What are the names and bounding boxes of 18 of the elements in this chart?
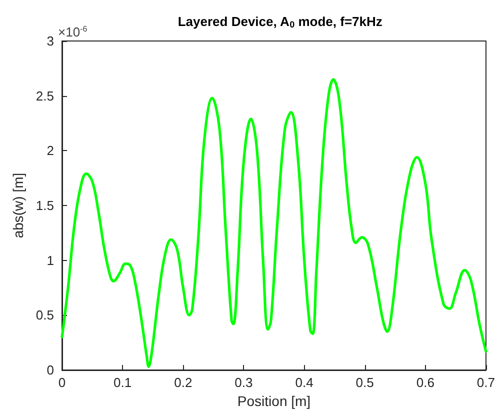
x-tick-label: 0.3 <box>234 375 253 390</box>
y-tick-label: 1 <box>46 252 54 268</box>
y-tick-label: 0.5 <box>36 308 54 323</box>
y-tick-label: 3 <box>46 34 54 48</box>
x-tick-label: 0.4 <box>295 375 314 390</box>
y-tick-label: 2 <box>46 143 54 158</box>
x-tick-label: 0.1 <box>114 375 132 390</box>
y-tick-label: 1.5 <box>36 198 54 213</box>
x-tick-label: 0.6 <box>416 375 434 390</box>
x-tick-label: 0 <box>58 375 66 390</box>
y-tick-label: 0 <box>46 362 54 378</box>
x-tick-label: 0.7 <box>476 375 496 390</box>
x-axis-title: Position [m] <box>237 392 311 409</box>
x-tick-label: 0.5 <box>356 375 374 390</box>
line-series <box>60 78 488 368</box>
y-tick-label: 2.5 <box>36 88 54 104</box>
y-axis-title: abs(w) [m] <box>10 172 26 238</box>
x-tick-label: 0.2 <box>174 375 192 390</box>
